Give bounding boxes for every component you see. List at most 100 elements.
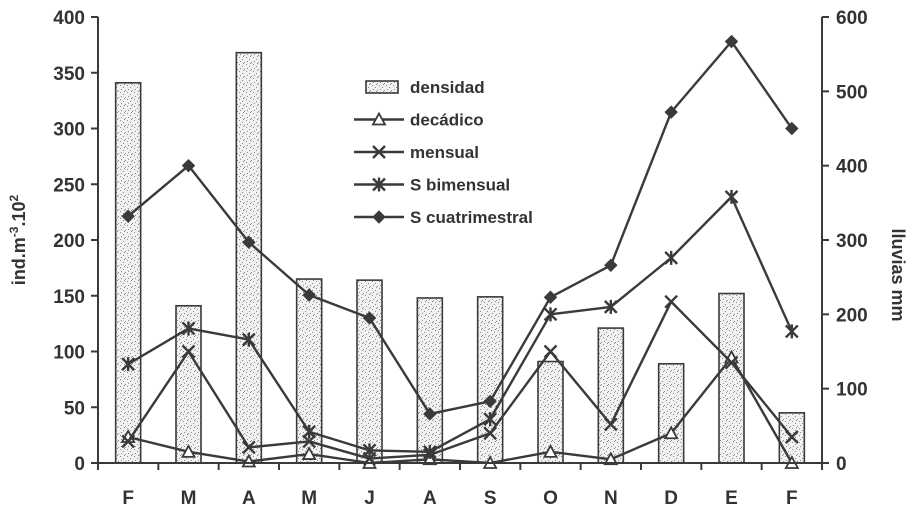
point-S-bimensual-11: [784, 324, 799, 339]
legend-item-S-bimensual: S bimensual: [354, 176, 510, 195]
point-S-bimensual-3: [302, 424, 317, 439]
legend-item-S-cuatrimestral: S cuatrimestral: [354, 208, 533, 227]
legend-marker-decádico: [371, 111, 387, 126]
x-tick-label: S: [484, 488, 497, 509]
axes-layer: 0 50 100 150 200 250 300 350 400 0 100 200 300 400 500…: [53, 8, 867, 509]
point-S-bimensual-4: [362, 443, 377, 458]
point-mensual-6: [483, 426, 498, 441]
point-mensual-0: [121, 434, 136, 449]
point-S-bimensual-1: [181, 321, 196, 336]
point-S-cuatrimestral-4: [362, 311, 377, 325]
point-S-bimensual-5: [422, 444, 437, 459]
left-tick-label: 0: [74, 454, 85, 475]
right-tick-label: 100: [836, 380, 868, 401]
point-decádico-3: [301, 446, 317, 460]
left-axis-title-mid: .10: [9, 201, 29, 226]
bar-densidad-10: [718, 292, 745, 464]
right-tick-label: 400: [836, 157, 868, 178]
right-tick-label: 500: [836, 82, 868, 103]
point-S-cuatrimestral-6: [483, 394, 497, 409]
bar-densidad-6: [476, 296, 504, 464]
point-mensual-7: [543, 344, 558, 359]
left-axis-title: ind.m-3.102: [7, 194, 29, 285]
lines-layer: [120, 34, 800, 469]
legend-item-decádico: decádico: [354, 111, 484, 130]
bar-densidad-8: [597, 327, 625, 464]
point-S-cuatrimestral-8: [604, 258, 618, 272]
line-S-cuatrimestral: [127, 40, 793, 416]
point-S-bimensual-9: [664, 250, 679, 265]
point-S-cuatrimestral-11: [785, 121, 799, 136]
x-tick-label: F: [786, 488, 798, 509]
left-tick-label: 350: [53, 64, 85, 85]
point-S-cuatrimestral-7: [543, 290, 558, 304]
bars-layer: [114, 51, 806, 464]
legend-marker-mensual: [372, 145, 386, 159]
x-tick-label: A: [423, 488, 437, 509]
point-S-bimensual-2: [241, 332, 256, 347]
bar-densidad-9: [657, 362, 685, 464]
legend-marker-S-bimensual: [372, 177, 386, 192]
right-tick-label: 300: [836, 231, 868, 252]
legend: densidad decádico mensual S bimensual S cuat…: [354, 78, 533, 227]
point-S-bimensual-10: [724, 189, 739, 204]
right-axis-title: lluvias mm: [888, 228, 908, 321]
x-tick-label: N: [604, 488, 618, 509]
line-mensual: [127, 300, 793, 460]
x-tick-label: D: [664, 488, 678, 509]
right-tick-label: 600: [836, 8, 868, 29]
right-tick-label: 200: [836, 305, 868, 326]
series-decádico: [120, 349, 800, 469]
x-tick-label: M: [301, 488, 317, 509]
left-tick-label: 250: [53, 175, 85, 196]
line-S-bimensual: [127, 195, 793, 454]
point-mensual-2: [241, 440, 256, 455]
left-axis-title-base: ind.m: [9, 237, 29, 285]
point-S-cuatrimestral-0: [121, 209, 135, 223]
right-tick-label: 0: [836, 454, 847, 475]
left-axis-title-exp2: 2: [7, 194, 21, 201]
point-S-cuatrimestral-9: [664, 105, 678, 119]
left-axis-title-exp1: -3: [7, 226, 21, 237]
point-decádico-1: [180, 443, 197, 458]
left-tick-label: 100: [53, 343, 85, 364]
point-S-bimensual-7: [543, 307, 558, 322]
x-tick-label: J: [364, 488, 375, 509]
point-mensual-9: [664, 294, 679, 309]
x-tick-label: A: [242, 488, 256, 509]
legend-swatch-densidad: [365, 80, 399, 94]
left-tick-label: 150: [53, 287, 85, 308]
legend-label-densidad: densidad: [410, 78, 485, 97]
legend-label-S-bimensual: S bimensual: [410, 176, 510, 195]
left-tick-label: 400: [53, 8, 85, 29]
point-decádico-9: [663, 425, 679, 440]
point-decádico-7: [542, 443, 559, 458]
series-S-bimensual: [121, 189, 799, 459]
left-tick-label: 200: [53, 231, 85, 252]
point-S-bimensual-0: [121, 357, 136, 372]
bar-densidad-4: [356, 279, 383, 464]
point-mensual-8: [603, 417, 618, 432]
legend-label-S-cuatrimestral: S cuatrimestral: [410, 208, 533, 227]
point-S-cuatrimestral-3: [302, 288, 316, 302]
x-tick-label: E: [725, 488, 738, 509]
bar-densidad-0: [114, 81, 142, 464]
legend-label-decádico: decádico: [410, 111, 484, 130]
point-S-bimensual-6: [483, 412, 498, 427]
legend-marker-S-cuatrimestral: [372, 210, 386, 224]
bar-densidad-2: [235, 51, 263, 464]
point-mensual-1: [181, 344, 196, 359]
point-mensual-11: [784, 430, 799, 444]
point-S-cuatrimestral-2: [242, 235, 256, 249]
x-tick-label: F: [122, 488, 134, 509]
line-decádico: [127, 356, 793, 465]
legend-label-mensual: mensual: [410, 143, 479, 162]
point-decádico-8: [603, 451, 619, 466]
left-tick-label: 50: [64, 398, 85, 419]
left-tick-label: 300: [53, 120, 85, 141]
point-S-cuatrimestral-5: [423, 407, 437, 421]
point-mensual-10: [724, 355, 739, 370]
point-S-cuatrimestral-1: [181, 158, 196, 173]
x-tick-label: M: [181, 488, 197, 509]
